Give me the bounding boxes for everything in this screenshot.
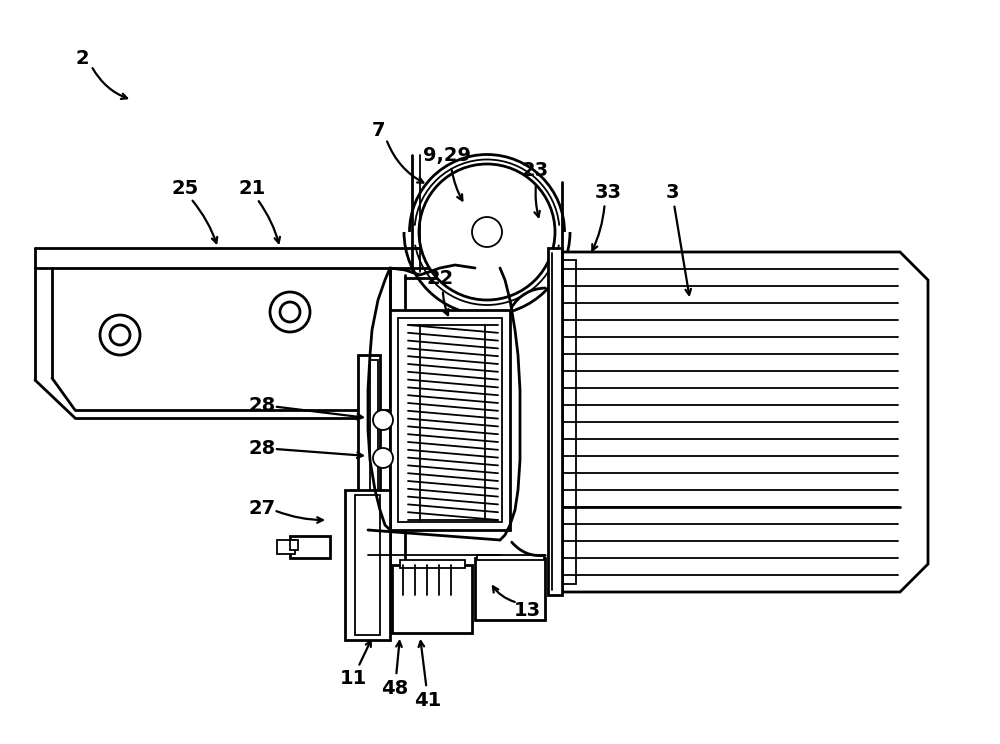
Text: 22: 22	[426, 269, 454, 287]
Text: 28: 28	[248, 438, 276, 458]
Bar	[277, 540, 295, 554]
Circle shape	[100, 315, 140, 355]
Bar	[392, 565, 472, 633]
Bar	[345, 490, 390, 640]
Text: 2: 2	[75, 48, 89, 68]
Bar	[358, 355, 380, 570]
Bar	[475, 558, 545, 620]
Text: 25: 25	[171, 179, 199, 197]
Circle shape	[472, 217, 502, 247]
Text: 13: 13	[513, 600, 541, 620]
Text: 23: 23	[521, 161, 549, 179]
Text: 28: 28	[248, 396, 276, 414]
Bar	[355, 495, 380, 635]
Bar	[477, 555, 544, 560]
Bar	[400, 560, 465, 568]
Text: 48: 48	[381, 679, 409, 698]
Text: 7: 7	[371, 121, 385, 140]
Text: 11: 11	[339, 669, 367, 687]
Circle shape	[270, 292, 310, 332]
Circle shape	[280, 302, 300, 322]
Bar	[390, 310, 510, 530]
Circle shape	[373, 448, 393, 468]
Bar	[370, 360, 378, 565]
Bar	[548, 248, 562, 595]
Text: 9,29: 9,29	[423, 146, 471, 164]
Bar	[290, 536, 330, 558]
Text: 41: 41	[414, 690, 442, 710]
Text: 33: 33	[594, 182, 622, 202]
Text: 21: 21	[238, 179, 266, 197]
Circle shape	[373, 410, 393, 430]
Circle shape	[110, 325, 130, 345]
Text: 3: 3	[665, 182, 679, 202]
Text: 27: 27	[248, 498, 276, 518]
Bar	[398, 318, 502, 522]
Circle shape	[419, 164, 555, 300]
Bar	[290, 540, 298, 550]
Polygon shape	[558, 252, 928, 592]
